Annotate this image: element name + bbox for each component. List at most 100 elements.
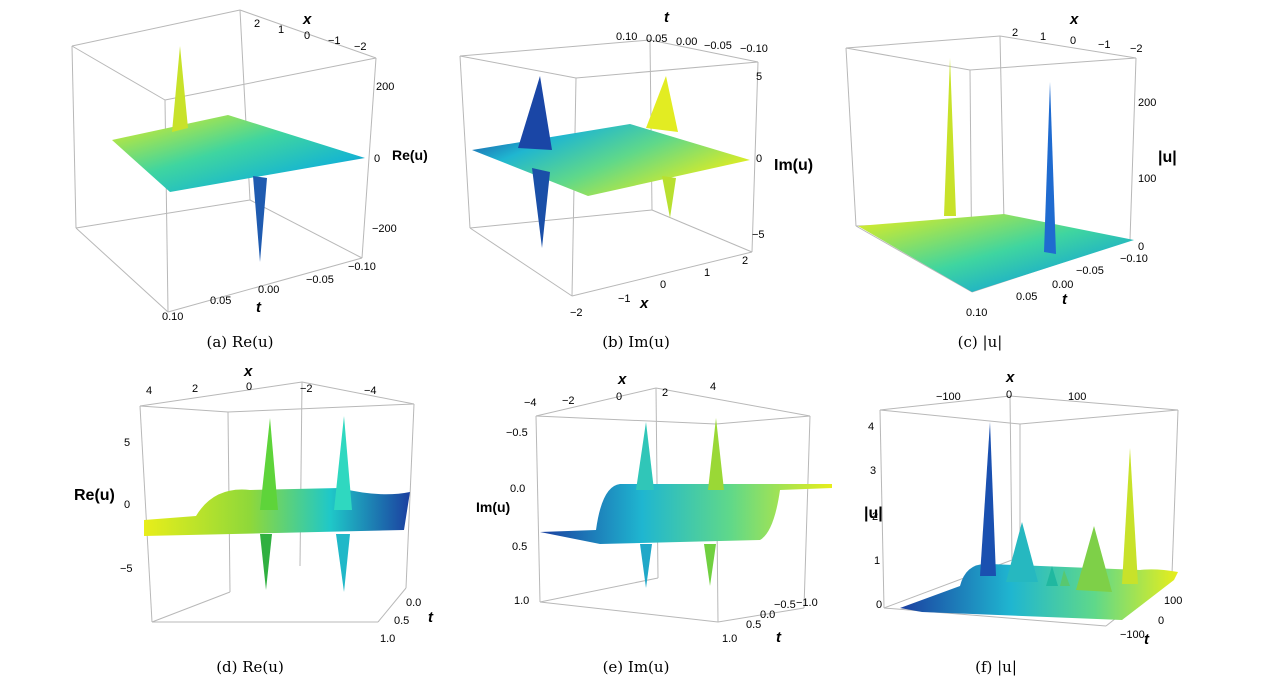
x-tick: −1 — [328, 35, 341, 47]
peak-d-2 — [334, 416, 352, 510]
z-tick: 200 — [376, 81, 394, 93]
z-tick: 0 — [124, 499, 130, 511]
x-tick: −100 — [936, 391, 961, 403]
plot-b: t 0.10 0.05 0.00 −0.05 −0.10 5 0 −5 Im(u… — [459, 9, 813, 319]
axes-box-a — [71, 9, 377, 313]
z-tick: −5 — [752, 229, 765, 241]
z-tick: 4 — [868, 421, 874, 433]
t-tick: 0.0 — [760, 609, 775, 621]
peak-d-1 — [260, 418, 278, 510]
x-axis-label: x — [243, 363, 253, 380]
plot-f: x −100 0 100 4 3 2 1 0 |u| 100 0 −100 t — [864, 369, 1182, 648]
figure-panel-b: t 0.10 0.05 0.00 −0.05 −0.10 5 0 −5 Im(u… — [420, 0, 840, 340]
x-tick: 2 — [1012, 27, 1018, 39]
z-tick: −0.5 — [506, 427, 528, 439]
z-axis-label: |u| — [1158, 149, 1177, 166]
dip-d-1 — [260, 534, 272, 590]
z-tick: 5 — [756, 71, 762, 83]
peak-f-5 — [1076, 526, 1112, 592]
dip-e-2 — [704, 544, 716, 586]
t-tick: 0.10 — [162, 311, 183, 323]
z-tick: 0 — [756, 153, 762, 165]
peak-e-1 — [636, 422, 654, 490]
x-tick: 0 — [616, 391, 622, 403]
surface-b — [472, 124, 750, 196]
peak-a-down — [253, 176, 267, 262]
x-tick: 0 — [304, 30, 310, 42]
x-axis-label: x — [639, 295, 649, 312]
peak-c-2 — [1044, 82, 1056, 254]
x-tick: 0 — [246, 381, 252, 393]
t-tick: 0.00 — [676, 36, 697, 48]
z-tick: −200 — [372, 223, 397, 235]
dip-b-2 — [662, 176, 676, 218]
plot-e: x −4 −2 0 2 4 −0.5 0.0 0.5 1.0 Im(u) 1.0… — [476, 371, 832, 646]
t-tick: 0.0 — [406, 597, 421, 609]
t-tick: 0.5 — [394, 615, 409, 627]
z-tick: 200 — [1138, 97, 1156, 109]
plot-a: 2 1 0 −1 −2 x 200 0 −200 Re(u) −0.10 −0.… — [71, 9, 428, 323]
t-tick: −0.05 — [704, 40, 732, 52]
figure-panel-e: x −4 −2 0 2 4 −0.5 0.0 0.5 1.0 Im(u) 1.0… — [440, 360, 840, 660]
x-tick: −1 — [1098, 39, 1111, 51]
caption-e: (e) Im(u) — [602, 658, 670, 676]
peak-c-1 — [944, 58, 956, 216]
z-tick: 0 — [374, 153, 380, 165]
t-tick: −0.05 — [306, 274, 334, 286]
peak-f-1 — [980, 422, 996, 576]
t-tick: 100 — [1164, 595, 1182, 607]
peak-f-2 — [1006, 522, 1038, 582]
surface-a — [112, 115, 365, 192]
x-tick: 1 — [704, 267, 710, 279]
axes-box-b — [459, 39, 759, 297]
peak-a-up — [172, 46, 188, 132]
peak-b-1 — [518, 76, 552, 150]
t-axis-label: t — [256, 299, 262, 316]
z-tick: 3 — [870, 465, 876, 477]
plot-d: x 4 2 0 −2 −4 5 0 −5 Re(u) 0.0 0.5 1.0 t — [74, 363, 434, 645]
dip-d-2 — [336, 534, 350, 592]
figure-panel-d: x 4 2 0 −2 −4 5 0 −5 Re(u) 0.0 0.5 1.0 t — [0, 360, 440, 660]
x-tick: −2 — [300, 383, 313, 395]
x-tick: 100 — [1068, 391, 1086, 403]
x-tick: 2 — [742, 255, 748, 267]
peak-e-2 — [708, 418, 724, 490]
peak-f-6 — [1122, 448, 1138, 584]
peak-f-4 — [1060, 570, 1070, 586]
t-tick: 1.0 — [380, 633, 395, 645]
surface-f — [900, 563, 1178, 620]
x-tick: 4 — [146, 385, 152, 397]
z-axis-label: Re(u) — [74, 487, 115, 504]
x-axis-label: x — [302, 11, 312, 28]
surface-d — [144, 488, 410, 536]
t-tick: −0.05 — [1076, 265, 1104, 277]
caption-c: (c) |u| — [957, 333, 1003, 351]
x-tick: 2 — [662, 387, 668, 399]
x-tick: 0 — [1070, 35, 1076, 47]
figure-panel-f: x −100 0 100 4 3 2 1 0 |u| 100 0 −100 t — [840, 360, 1270, 660]
t-tick: −0.10 — [1120, 253, 1148, 265]
plot-c: x 2 1 0 −1 −2 200 100 0 |u| −0.10 −0.05 … — [845, 11, 1177, 319]
surface-e — [540, 484, 832, 544]
z-tick: 100 — [1138, 173, 1156, 185]
figure-panel-a: 2 1 0 −1 −2 x 200 0 −200 Re(u) −0.10 −0.… — [0, 0, 428, 340]
axes-box-d — [139, 381, 415, 623]
x-tick: −1 — [618, 293, 631, 305]
x-axis-label: x — [1069, 11, 1079, 28]
x-tick: 0 — [660, 279, 666, 291]
t-tick: 0.05 — [210, 295, 231, 307]
t-axis-label: t — [1062, 291, 1068, 308]
t-tick: 0 — [1158, 615, 1164, 627]
peak-b-2 — [646, 76, 678, 132]
z-axis-label: Re(u) — [392, 147, 428, 163]
z-axis-label: Im(u) — [476, 499, 510, 515]
surface-c — [858, 214, 1134, 292]
t-tick: 0.10 — [616, 31, 637, 43]
x-tick: −2 — [562, 395, 575, 407]
z-tick: 0.0 — [510, 483, 525, 495]
caption-d: (d) Re(u) — [216, 658, 284, 676]
x-tick: 2 — [254, 18, 260, 30]
caption-a: (a) Re(u) — [206, 333, 274, 351]
z-axis-label: |u| — [864, 505, 883, 522]
peak-f-3 — [1046, 566, 1058, 586]
